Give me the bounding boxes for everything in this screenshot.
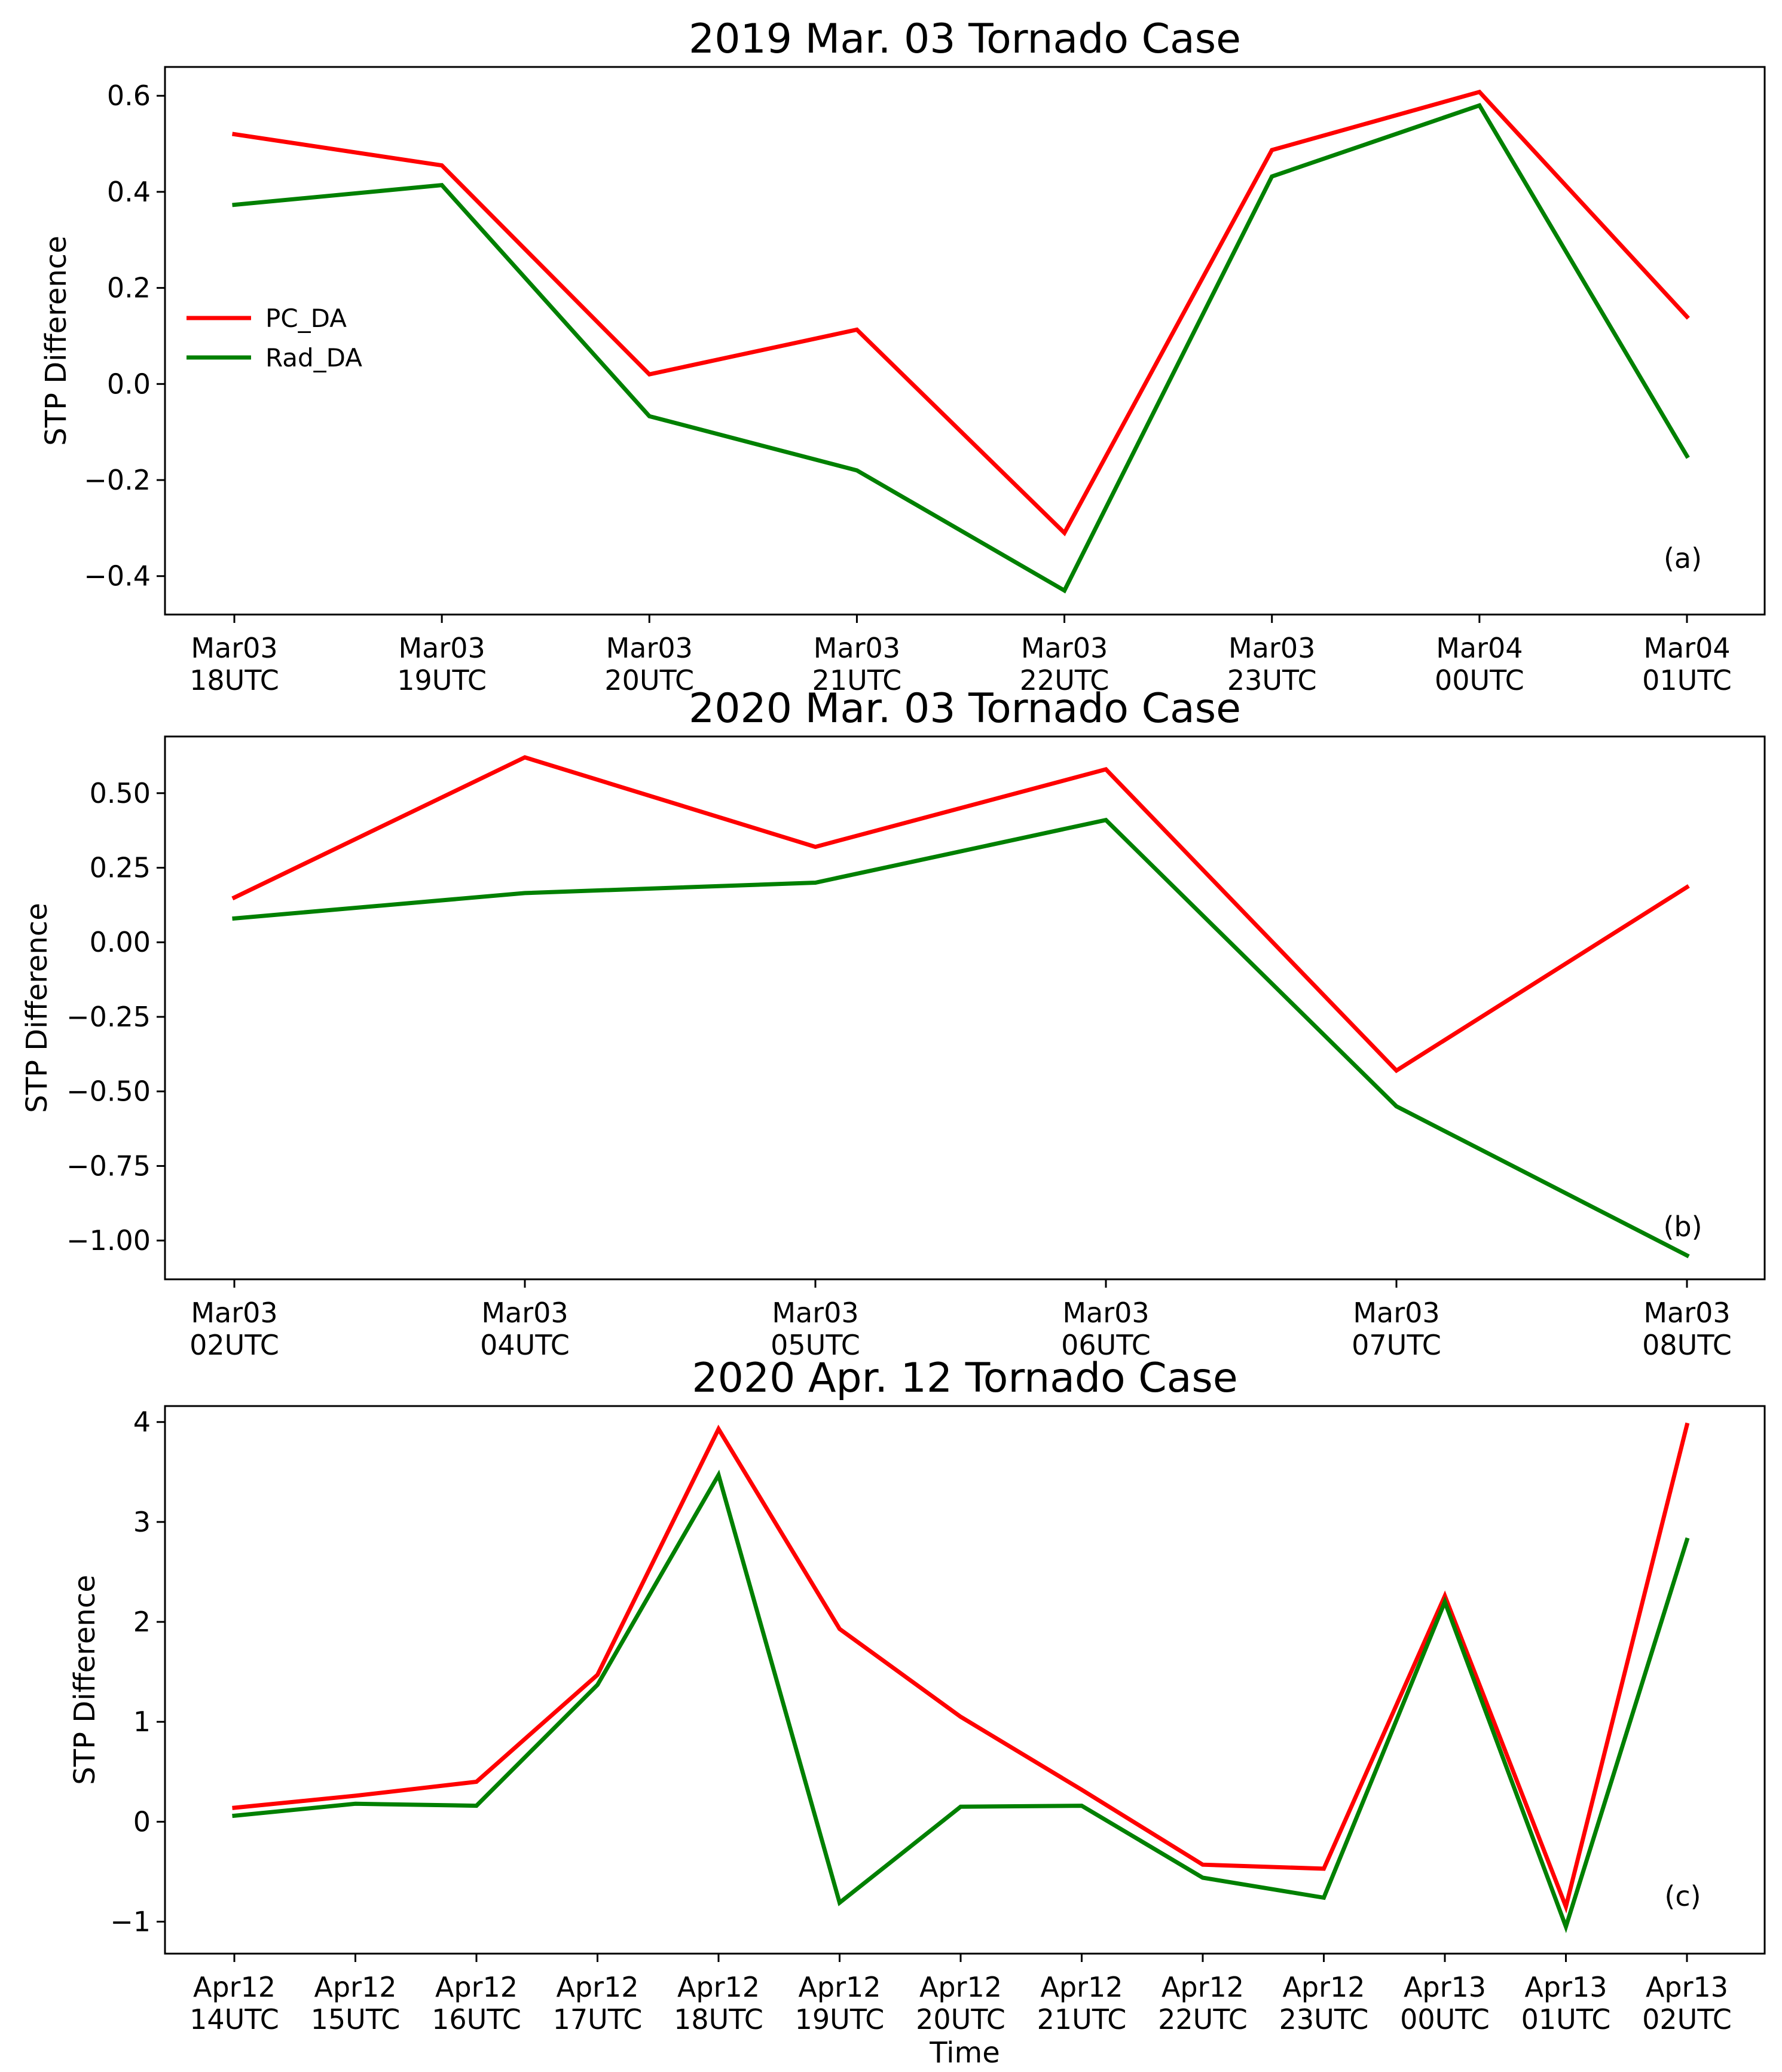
y-tick-label: 0.6 bbox=[107, 80, 151, 112]
chart-title: 2019 Mar. 03 Tornado Case bbox=[689, 16, 1241, 63]
y-tick-label: 1 bbox=[133, 1706, 151, 1738]
x-tick-label: Apr12 22UTC bbox=[1158, 1971, 1248, 2036]
x-tick-label: Mar03 21UTC bbox=[812, 632, 902, 696]
y-tick-label: −1 bbox=[110, 1906, 151, 1938]
x-tick-label: Mar03 08UTC bbox=[1642, 1297, 1732, 1361]
y-tick-label: 0.0 bbox=[107, 368, 151, 400]
x-tick-label: Apr12 19UTC bbox=[795, 1971, 885, 2036]
x-tick-label: Apr12 16UTC bbox=[432, 1971, 521, 2036]
x-tick-label: Apr12 18UTC bbox=[674, 1971, 763, 2036]
y-axis: −1.00 −0.75 −0.50 −0.25 0.00 0.25 0.50 bbox=[66, 777, 165, 1257]
x-axis: Mar03 02UTC Mar03 04UTC Mar03 05UTC Mar03 06UTC… bbox=[189, 1279, 1732, 1361]
y-tick-label: 0.50 bbox=[90, 777, 151, 809]
legend: PC_DA Rad_DA bbox=[187, 304, 362, 372]
plot-lines bbox=[231, 755, 1690, 1258]
y-tick-label: 0.25 bbox=[90, 852, 151, 884]
x-tick-label: Mar04 00UTC bbox=[1435, 632, 1524, 696]
series-line-rad-da bbox=[232, 1469, 1690, 1933]
plot-lines bbox=[232, 89, 1690, 594]
x-tick-label: Apr13 02UTC bbox=[1642, 1971, 1732, 2036]
x-tick-label: Mar03 06UTC bbox=[1061, 1297, 1151, 1361]
x-tick-label: Mar03 23UTC bbox=[1227, 632, 1317, 696]
legend-label-rad-da: Rad_DA bbox=[265, 343, 362, 372]
x-tick-label: Mar03 22UTC bbox=[1020, 632, 1109, 696]
x-tick-label: Mar03 07UTC bbox=[1352, 1297, 1441, 1361]
plot-frame bbox=[164, 1405, 1766, 1955]
y-tick-label: 0.4 bbox=[107, 176, 151, 208]
y-axis: −1 0 1 2 3 4 bbox=[110, 1406, 165, 1938]
y-tick-label: −0.75 bbox=[66, 1150, 151, 1182]
series-line-pc-da bbox=[232, 1422, 1690, 1914]
series-line-rad-da bbox=[232, 817, 1690, 1258]
x-tick-label: Mar03 19UTC bbox=[397, 632, 487, 696]
x-axis-label: Time bbox=[929, 2036, 999, 2070]
x-axis: Mar03 18UTC Mar03 19UTC Mar03 20UTC Mar03 21UTC… bbox=[189, 615, 1732, 696]
x-tick-label: Apr12 17UTC bbox=[553, 1971, 643, 2036]
x-tick-label: Apr12 20UTC bbox=[916, 1971, 1005, 2036]
y-tick-label: −1.00 bbox=[66, 1224, 151, 1257]
y-tick-label: 0 bbox=[133, 1805, 151, 1838]
y-axis-label: STP Difference bbox=[20, 903, 54, 1113]
y-tick-label: −0.2 bbox=[84, 464, 151, 496]
x-tick-label: Mar04 01UTC bbox=[1642, 632, 1732, 696]
x-tick-label: Apr13 00UTC bbox=[1400, 1971, 1490, 2036]
y-axis: −0.4 −0.2 0.0 0.2 0.4 0.6 bbox=[84, 80, 165, 592]
x-tick-label: Mar03 05UTC bbox=[771, 1297, 860, 1361]
chart-title: 2020 Apr. 12 Tornado Case bbox=[692, 1355, 1237, 1402]
x-tick-label: Mar03 02UTC bbox=[189, 1297, 279, 1361]
y-tick-label: −0.25 bbox=[66, 1001, 151, 1033]
panel-label: (b) bbox=[1663, 1211, 1702, 1243]
y-tick-label: 0.2 bbox=[107, 272, 151, 304]
y-tick-label: 2 bbox=[133, 1606, 151, 1638]
plot-frame bbox=[164, 735, 1766, 1281]
x-tick-label: Apr13 01UTC bbox=[1521, 1971, 1611, 2036]
series-line-pc-da bbox=[231, 755, 1690, 1074]
y-tick-label: 0.00 bbox=[90, 926, 151, 958]
x-tick-label: Apr12 15UTC bbox=[311, 1971, 401, 2036]
plot-frame bbox=[164, 66, 1766, 616]
panel-b: 2020 Mar. 03 Tornado Case −1.00 −0.75 −0.5… bbox=[20, 685, 1766, 1361]
x-tick-label: Apr12 21UTC bbox=[1037, 1971, 1127, 2036]
x-tick-label: Apr12 23UTC bbox=[1279, 1971, 1369, 2036]
series-line-pc-da bbox=[232, 89, 1690, 537]
x-tick-label: Mar03 20UTC bbox=[604, 632, 694, 696]
y-axis-label: STP Difference bbox=[68, 1575, 102, 1784]
y-axis-label: STP Difference bbox=[39, 236, 73, 445]
y-tick-label: 4 bbox=[133, 1406, 151, 1438]
y-tick-label: −0.4 bbox=[84, 560, 151, 592]
series-line-rad-da bbox=[232, 103, 1690, 594]
x-tick-label: Mar03 18UTC bbox=[189, 632, 279, 696]
x-axis: Apr12 14UTC Apr12 15UTC Apr12 16UTC Apr12 17UTC… bbox=[189, 1954, 1732, 2036]
y-tick-label: −0.50 bbox=[66, 1075, 151, 1108]
panel-c: 2020 Apr. 12 Tornado Case −1 0 1 2 3 4 Apr12 1… bbox=[68, 1355, 1766, 2070]
legend-label-pc-da: PC_DA bbox=[265, 304, 347, 333]
panel-label: (a) bbox=[1664, 542, 1702, 574]
panel-a: 2019 Mar. 03 Tornado Case −0.4 −0.2 0.0 0.2… bbox=[39, 16, 1766, 696]
y-tick-label: 3 bbox=[133, 1506, 151, 1538]
x-tick-label: Apr12 14UTC bbox=[189, 1971, 279, 2036]
chart-title: 2020 Mar. 03 Tornado Case bbox=[689, 685, 1241, 732]
panel-label: (c) bbox=[1664, 1880, 1701, 1912]
plot-lines bbox=[232, 1422, 1690, 1933]
x-tick-label: Mar03 04UTC bbox=[480, 1297, 570, 1361]
